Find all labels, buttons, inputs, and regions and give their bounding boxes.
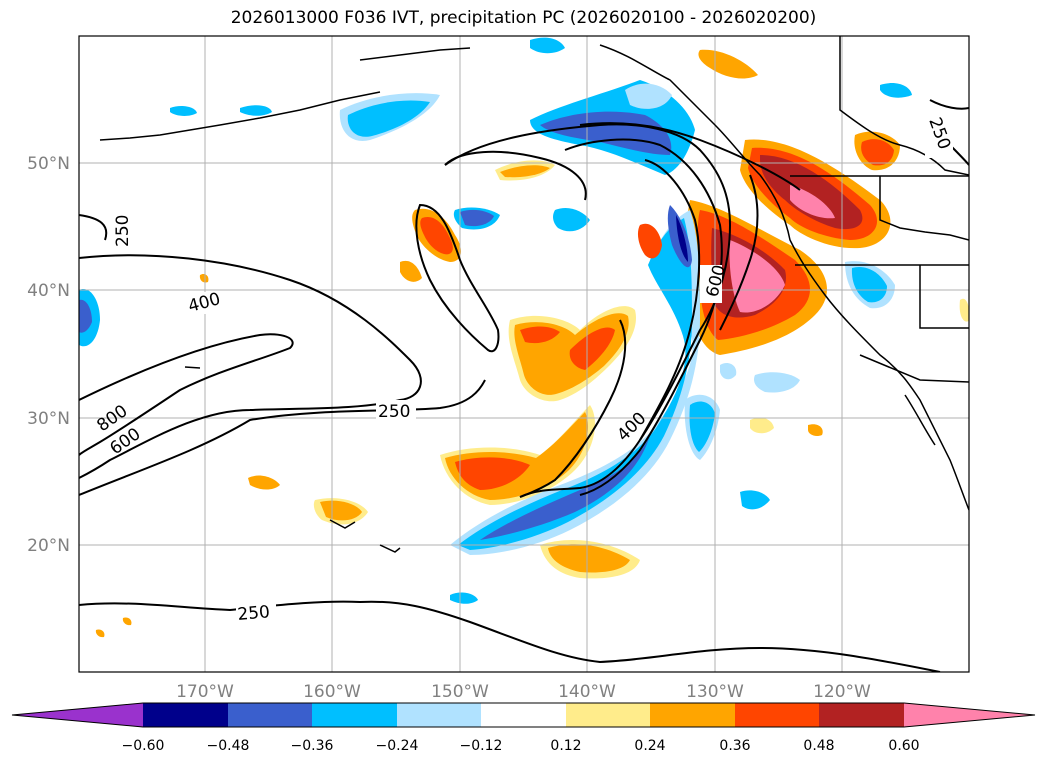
colorbar-tick-4: −0.12 <box>460 738 503 754</box>
lat-label-20n: 20°N <box>27 536 70 556</box>
lat-label-50n: 50°N <box>27 154 70 174</box>
colorbar-tick-5: 0.12 <box>550 738 581 754</box>
colorbar-tick-8: 0.48 <box>803 738 834 754</box>
plot-frame <box>78 35 970 673</box>
longitude-labels: 170°W 160°W 150°W 140°W 130°W 120°W <box>176 682 871 702</box>
lon-label-120w: 120°W <box>813 682 871 702</box>
lon-label-170w: 170°W <box>176 682 234 702</box>
colorbar-tick-2: −0.36 <box>291 738 334 754</box>
colorbar-segment-7 <box>650 703 735 727</box>
latitude-labels: 50°N 40°N 30°N 20°N <box>27 154 70 556</box>
lat-label-30n: 30°N <box>27 409 70 429</box>
colorbar-outline <box>11 702 1036 728</box>
contour-label-bg <box>110 208 132 246</box>
colorbar-tick-1: −0.48 <box>207 738 250 754</box>
coastlines <box>99 36 969 553</box>
colorbar-tick-7: 0.36 <box>719 738 750 754</box>
colorbar-segment-5 <box>481 703 566 727</box>
colorbar-segment-2 <box>228 703 312 727</box>
colorbar-segment-6 <box>566 703 650 727</box>
colorbar-segment-8 <box>735 703 819 727</box>
contour-label-bg <box>700 265 722 303</box>
lon-label-150w: 150°W <box>431 682 489 702</box>
colorbar-segment-10 <box>904 703 1035 727</box>
colorbar: −0.60 −0.48 −0.36 −0.24 −0.12 0.12 0.24 … <box>11 702 1036 754</box>
gridlines <box>79 36 969 672</box>
contour-label-1: 250 <box>113 215 133 247</box>
lon-label-130w: 130°W <box>686 682 744 702</box>
colorbar-tick-0: −0.60 <box>122 738 165 754</box>
contour-label-bg <box>925 118 953 158</box>
contour-label-bg <box>188 292 228 314</box>
map-title: 2026013000 F036 IVT, precipitation PC (2… <box>230 8 817 28</box>
colorbar-segment-4 <box>397 703 481 727</box>
contour-label-bg <box>236 602 276 624</box>
colorbar-segment-9 <box>819 703 904 727</box>
contour-label-9: 250 <box>237 602 271 625</box>
lon-label-140w: 140°W <box>558 682 616 702</box>
colorbar-segment-1 <box>143 703 228 727</box>
lat-label-40n: 40°N <box>27 281 70 301</box>
colorbar-tick-6: 0.24 <box>634 738 665 754</box>
colorbar-ticks: −0.60 −0.48 −0.36 −0.24 −0.12 0.12 0.24 … <box>122 738 920 754</box>
colorbar-segment-0 <box>12 703 143 727</box>
ivt-contours <box>79 99 969 672</box>
contour-label-6: 250 <box>378 402 410 422</box>
contour-label-bg <box>376 400 416 420</box>
colorbar-segment-3 <box>312 703 397 727</box>
precipitation-shading <box>79 37 969 638</box>
colorbar-tick-9: 0.60 <box>888 738 919 754</box>
colorbar-tick-3: −0.24 <box>376 738 419 754</box>
lon-label-160w: 160°W <box>303 682 361 702</box>
